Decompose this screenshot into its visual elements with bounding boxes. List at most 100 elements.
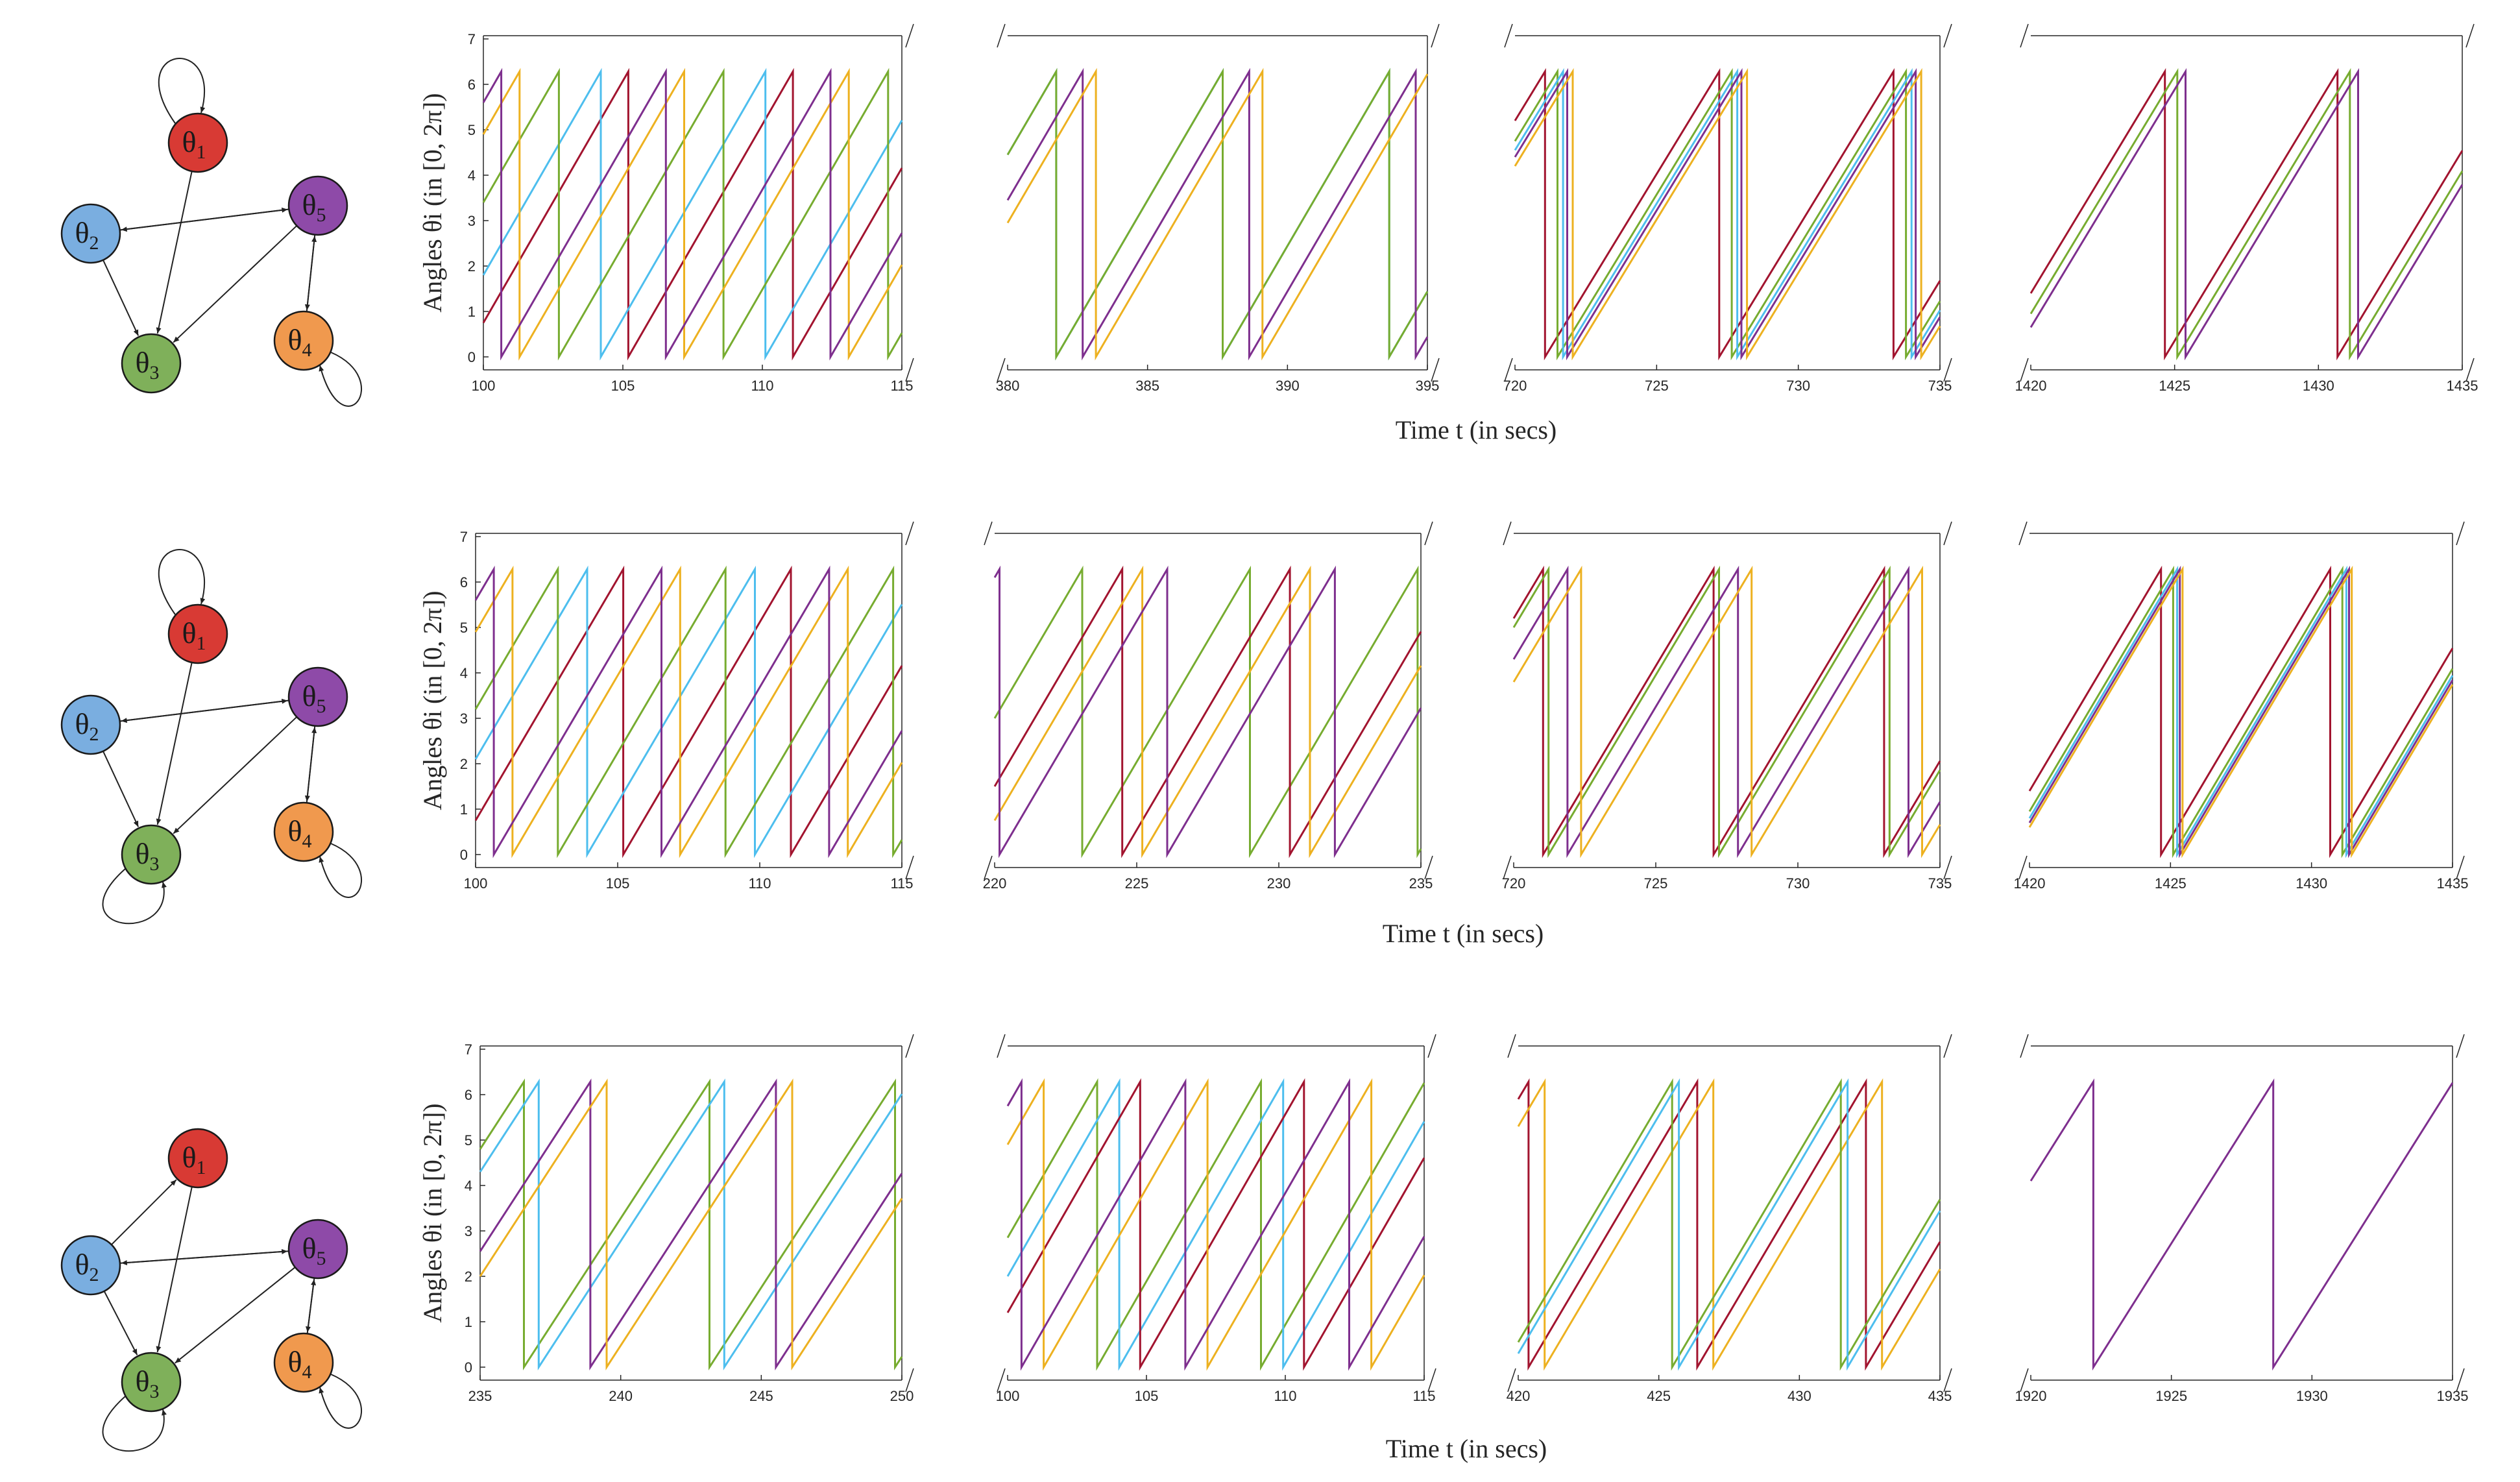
edge-1-3 <box>156 1186 193 1353</box>
axis-break-mark <box>905 358 914 382</box>
y-tick-label: 6 <box>460 574 468 590</box>
series-line-green <box>2028 565 2454 858</box>
series-line-purple <box>2028 565 2454 858</box>
axis-break-mark <box>905 23 914 48</box>
edge-1-3 <box>156 171 193 334</box>
series-line-orange <box>1006 1078 1425 1371</box>
edge-2-1 <box>111 1179 177 1245</box>
node-theta2 <box>60 203 121 264</box>
y-tick-label: 3 <box>460 711 468 727</box>
axis-break-mark <box>2020 23 2029 48</box>
series-line-cyan <box>1517 1078 1941 1371</box>
series-line-red <box>993 565 1422 858</box>
series-line-purple <box>1006 67 1429 361</box>
y-tick-label: 4 <box>468 167 476 184</box>
series-line-green <box>479 1078 903 1371</box>
node-theta5 <box>287 1219 348 1280</box>
panel-r1-c4: 1420 1425 1430 1435 <box>2015 23 2478 394</box>
axis-break-mark <box>997 358 1006 382</box>
x-tick-label: 250 <box>890 1388 914 1404</box>
x-tick-label: 1420 <box>2014 875 2046 892</box>
axis-break-mark <box>2018 521 2028 546</box>
series-line-red <box>1514 67 1941 361</box>
series-line-orange <box>1006 67 1429 361</box>
x-tick-label: 425 <box>1647 1388 1671 1404</box>
axis-break-mark <box>1431 23 1440 48</box>
node-label-theta2: θ2 <box>75 707 99 745</box>
axis-break-mark <box>2456 1368 2465 1392</box>
y-tick-label: 2 <box>468 258 476 274</box>
y-tick-label: 3 <box>468 213 476 229</box>
x-tick-label: 100 <box>472 378 496 394</box>
series-line-green <box>482 67 903 361</box>
edge-5-4 <box>304 725 316 802</box>
panel-r3-c2: 100 105 110 115 <box>996 1034 1436 1404</box>
edge-2-5 <box>119 1248 288 1264</box>
series-line-green <box>1514 67 1941 361</box>
edge-3-3 <box>102 868 167 925</box>
axis-break-mark <box>984 855 993 880</box>
x-tick-label: 110 <box>1274 1388 1296 1404</box>
x-tick-label: 1430 <box>2296 875 2327 892</box>
node-theta4 <box>273 1332 334 1393</box>
x-tick-label: 110 <box>748 875 771 892</box>
series-line-red <box>2029 67 2464 361</box>
axis-break-mark <box>997 1368 1006 1392</box>
axis-break-mark <box>2465 358 2475 382</box>
series-line-cyan <box>1514 67 1941 361</box>
node-theta3 <box>121 333 182 394</box>
edge-3-3 <box>102 1396 167 1452</box>
series-line-orange <box>1517 1078 1941 1371</box>
x-tick-label: 1920 <box>2015 1388 2047 1404</box>
axis-break-mark <box>2018 855 2028 880</box>
axis-break-mark <box>1424 855 1433 880</box>
series-line-orange <box>479 1078 903 1371</box>
panel-r1-c2: 380 385 390 395 <box>996 23 1440 394</box>
x-tick-label: 1425 <box>2155 875 2187 892</box>
panel-r2-c3: 720 725 730 735 <box>1502 521 1952 892</box>
axis-break-mark <box>997 1034 1006 1058</box>
x-tick-label: 735 <box>1928 378 1952 394</box>
x-tick-label: 1425 <box>2159 378 2190 394</box>
edge-5-3 <box>173 225 297 343</box>
y-tick-label: 6 <box>468 77 476 93</box>
axis-break-mark <box>2020 1368 2029 1392</box>
axis-break-mark <box>984 521 993 546</box>
series-line-purple <box>1514 67 1941 361</box>
node-theta3 <box>121 824 182 885</box>
node-subscript: 5 <box>317 696 326 717</box>
series-line-cyan <box>474 565 903 858</box>
node-subscript: 2 <box>90 1264 99 1285</box>
y-tick-label: 2 <box>465 1269 472 1285</box>
node-subscript: 1 <box>197 141 206 163</box>
series-line-green <box>1006 1078 1425 1371</box>
series-line-green <box>1006 67 1429 361</box>
y-tick-label: 7 <box>468 31 476 47</box>
series-line-orange <box>993 565 1422 858</box>
axis-break-mark <box>1431 358 1440 382</box>
series-line-green <box>474 565 903 858</box>
y-tick-label: 7 <box>460 529 468 545</box>
panel-r1-c1: 0 1 2 3 4 5 6 7 100 105 110 115 <box>468 23 914 394</box>
x-tick-label: 395 <box>1416 378 1440 394</box>
axis-break-mark <box>1943 1368 1952 1392</box>
series-line-orange <box>474 565 903 858</box>
axis-break-mark <box>1504 358 1513 382</box>
x-axis-label-row-3: Time t (in secs) <box>1386 1434 1547 1463</box>
x-tick-label: 735 <box>1928 875 1952 892</box>
x-tick-label: 235 <box>468 1388 492 1404</box>
x-axis-label-row-1: Time t (in secs) <box>1396 415 1557 444</box>
x-tick-label: 105 <box>1135 1388 1159 1404</box>
series-line-red <box>1006 1078 1425 1371</box>
node-label-theta3: θ3 <box>135 1365 159 1402</box>
axis-break-mark <box>2456 521 2465 546</box>
y-tick-label: 0 <box>468 349 476 365</box>
series-line-cyan <box>479 1078 903 1371</box>
x-tick-label: 725 <box>1645 378 1669 394</box>
axis-break-mark <box>1503 855 1512 880</box>
node-subscript: 4 <box>302 831 312 852</box>
x-tick-label: 420 <box>1507 1388 1531 1404</box>
